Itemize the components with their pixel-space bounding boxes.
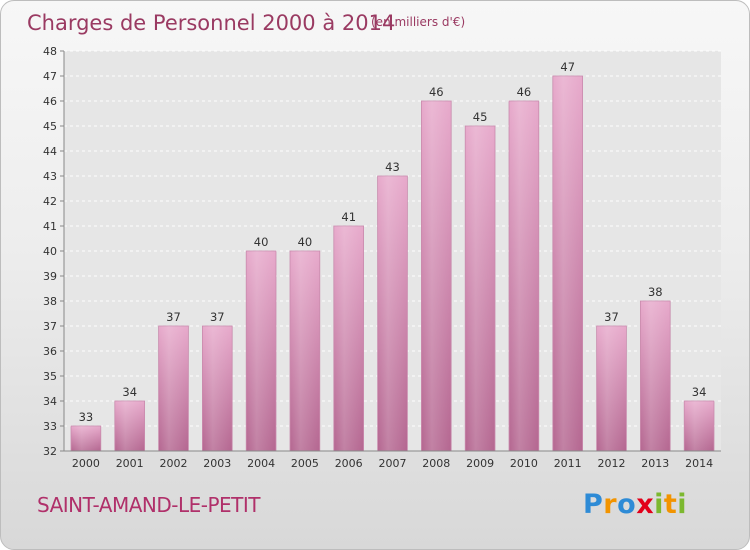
bar-sheen [71, 426, 101, 451]
bar-sheen [509, 101, 539, 451]
x-axis: 2000 2001 2002 2003 2004 2005 2006 2007 2008 2009… [64, 450, 721, 470]
bar-value-label: 33 [79, 410, 94, 424]
bar-value-label: 41 [341, 210, 356, 224]
bar-sheen [684, 401, 714, 451]
x-tick-label: 2006 [335, 457, 363, 470]
bar-sheen [596, 326, 627, 451]
x-tick-label: 2002 [160, 457, 188, 470]
bar-sheen [552, 76, 583, 451]
bar-sheen [246, 251, 276, 451]
y-tick-label: 46 [43, 95, 57, 108]
y-tick-label: 33 [43, 420, 57, 433]
logo-letter: x [636, 489, 655, 520]
y-tick-label: 48 [43, 45, 57, 58]
bar-value-label: 47 [560, 60, 575, 74]
logo-letter: i [654, 489, 664, 520]
y-tick-label: 38 [43, 295, 57, 308]
x-tick-label: 2003 [203, 457, 231, 470]
bar-value-label: 37 [604, 310, 619, 324]
y-tick-label: 37 [43, 320, 57, 333]
x-tick-label: 2009 [466, 457, 494, 470]
bar-value-label: 38 [648, 285, 663, 299]
x-tick-label: 2011 [554, 457, 582, 470]
logo-letter: r [603, 489, 618, 520]
bar-sheen [202, 326, 233, 451]
bar-value-label: 40 [254, 235, 269, 249]
x-tick-label: 2014 [685, 457, 713, 470]
y-tick-label: 41 [43, 220, 57, 233]
bar-sheen [465, 126, 495, 451]
y-tick-label: 47 [43, 70, 57, 83]
x-tick-label: 2001 [116, 457, 144, 470]
bar-value-label: 34 [122, 385, 137, 399]
bar-value-label: 37 [210, 310, 225, 324]
bar-value-label: 40 [298, 235, 313, 249]
bar-sheen [333, 226, 364, 451]
chart-title: Charges de Personnel 2000 à 2014 [27, 11, 395, 35]
bar-value-label: 37 [166, 310, 181, 324]
y-tick-label: 40 [43, 245, 57, 258]
x-tick-label: 2005 [291, 457, 319, 470]
bar-value-label: 43 [385, 160, 400, 174]
bar-value-label: 45 [473, 110, 488, 124]
y-axis: 32 33 34 35 36 37 38 39 40 41 42 43 44 45 46 47 48 [43, 45, 65, 458]
x-tick-label: 2013 [641, 457, 669, 470]
y-tick-label: 34 [43, 395, 57, 408]
y-tick-label: 36 [43, 345, 57, 358]
location-name: SAINT-AMAND-LE-PETIT [37, 493, 261, 517]
bar-sheen [640, 301, 671, 451]
y-tick-label: 43 [43, 170, 57, 183]
y-tick-label: 44 [43, 145, 57, 158]
logo-letter: o [617, 489, 637, 520]
y-tick-label: 35 [43, 370, 57, 383]
bar-value-label: 46 [429, 85, 444, 99]
bar-sheen [377, 176, 408, 451]
x-tick-label: 2007 [379, 457, 407, 470]
bar-sheen [158, 326, 189, 451]
x-tick-label: 2010 [510, 457, 538, 470]
logo-letter: i [677, 489, 688, 520]
bar-value-label: 46 [517, 85, 532, 99]
logo-letter: t [663, 489, 678, 520]
x-tick-label: 2012 [598, 457, 626, 470]
y-tick-label: 39 [43, 270, 57, 283]
proxiti-logo: Proxiti [583, 489, 687, 520]
bar-sheen [290, 251, 320, 451]
bar-sheen [421, 101, 452, 451]
x-tick-label: 2000 [72, 457, 100, 470]
chart-subtitle: (en milliers d'€) [371, 15, 465, 29]
logo-letter: P [583, 489, 604, 520]
x-tick-label: 2008 [422, 457, 450, 470]
bar-sheen [114, 401, 145, 451]
y-tick-label: 45 [43, 120, 57, 133]
y-tick-label: 32 [43, 445, 57, 458]
bars: 33 34 37 37 40 40 41 43 46 45 46 47 37 38 34 [70, 60, 715, 452]
x-tick-label: 2004 [247, 457, 275, 470]
y-tick-label: 42 [43, 195, 57, 208]
bar-value-label: 34 [692, 385, 707, 399]
